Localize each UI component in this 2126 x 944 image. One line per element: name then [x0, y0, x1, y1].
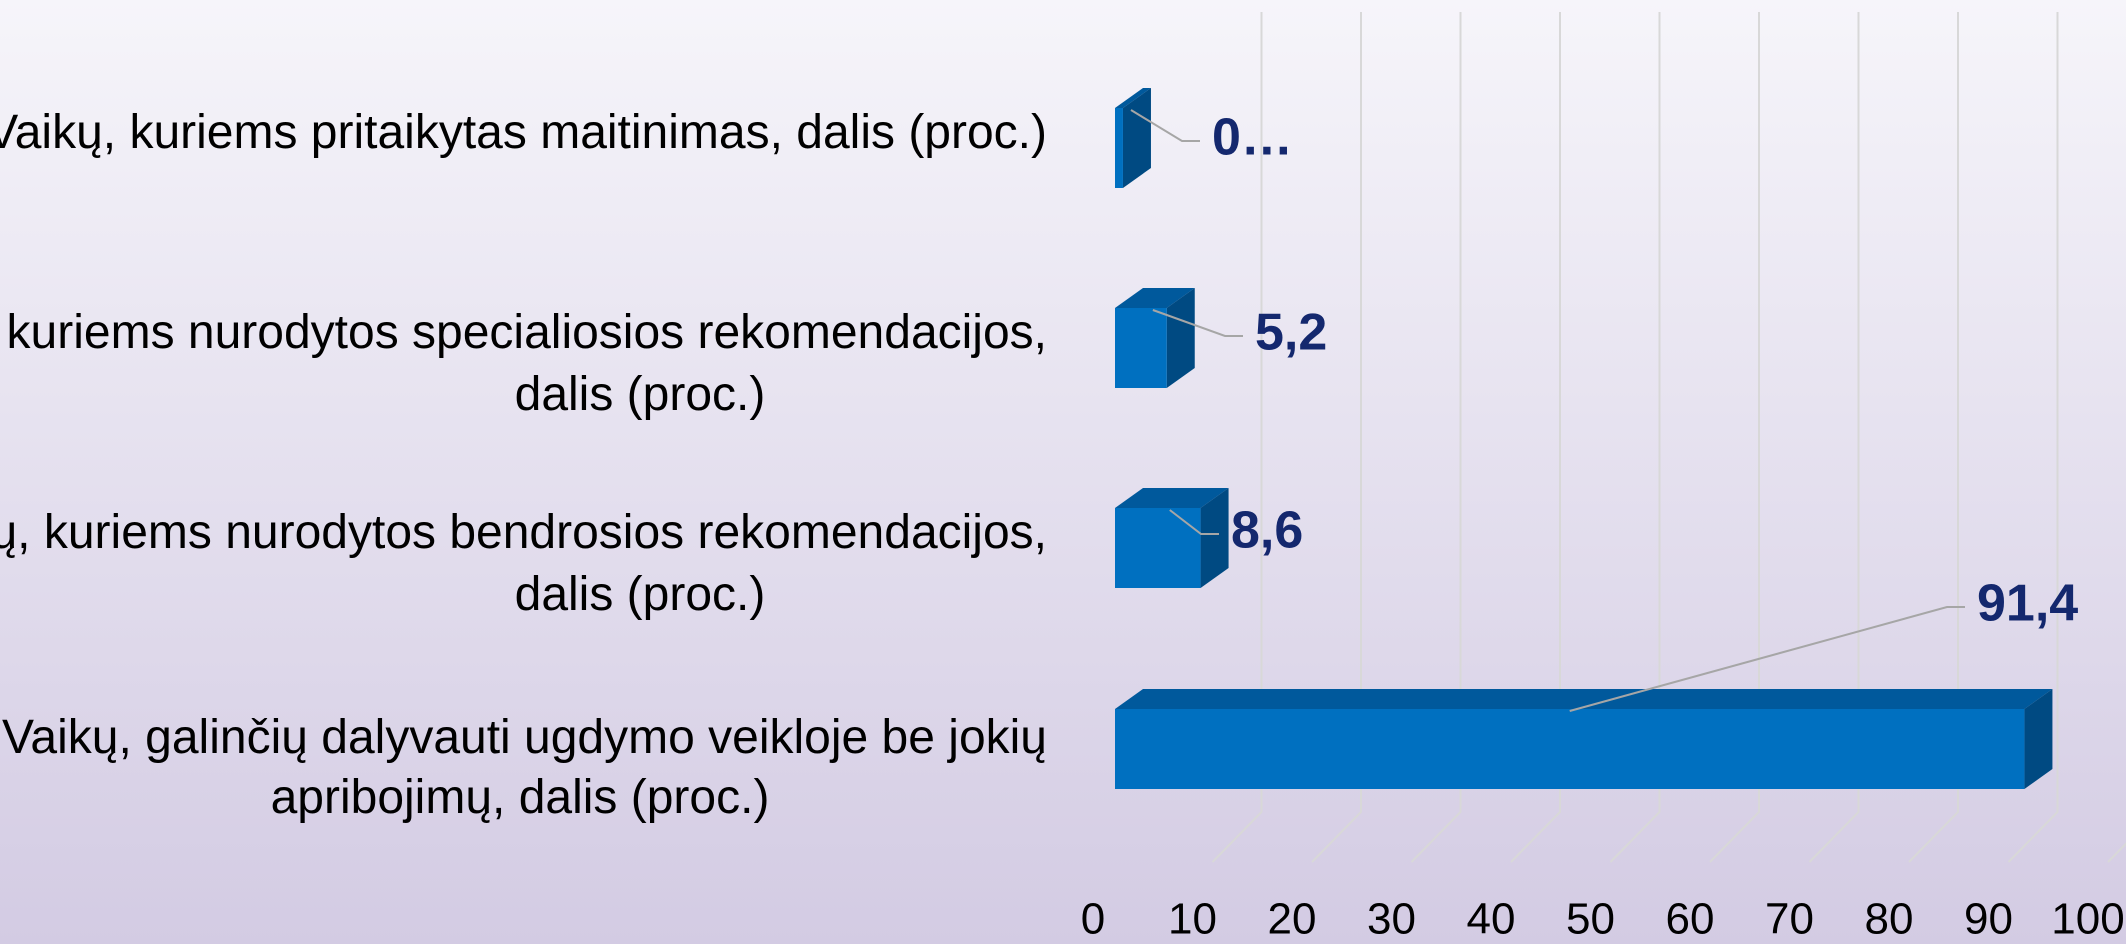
- leader-line: [1169, 509, 1219, 535]
- category-label: Vaikų, kuriems nurodytos bendrosios reko…: [0, 506, 1047, 621]
- category-label: Vaikų, galinčių dalyvauti ugdymo veikloj…: [2, 711, 1047, 824]
- x-tick-label: 40: [1467, 895, 1516, 944]
- bar-top: [1115, 88, 1151, 108]
- grid-line: [1311, 12, 1362, 863]
- x-tick-label: 100: [2051, 895, 2124, 944]
- x-tick-label: 70: [1765, 895, 1814, 944]
- leader-line: [1569, 606, 1965, 712]
- bar-top: [1115, 288, 1195, 308]
- grid-line: [1510, 12, 1561, 863]
- x-tick-label: 30: [1367, 895, 1416, 944]
- leader-line: [1152, 309, 1243, 337]
- x-tick-label: 20: [1268, 895, 1317, 944]
- grid-line: [1908, 12, 1959, 863]
- x-tick-label: 60: [1666, 895, 1715, 944]
- x-tick-label: 80: [1865, 895, 1914, 944]
- grid-line: [2007, 12, 2059, 863]
- x-tick-label: 0: [1081, 895, 1105, 944]
- grid-line: [1410, 12, 1462, 863]
- bar: [1115, 488, 1229, 588]
- value-label: 5,2: [1255, 304, 1327, 362]
- bar-side: [1166, 288, 1195, 388]
- bar-top: [1115, 488, 1229, 508]
- bar: [1115, 88, 1151, 188]
- grid-line: [1709, 12, 1760, 863]
- leader-line: [1130, 109, 1200, 142]
- grid-line: [1609, 12, 1661, 863]
- bar-side: [2024, 689, 2053, 789]
- bar: [1115, 689, 2053, 789]
- category-label: Vaikų, kuriems pritaikytas maitinimas, d…: [0, 106, 1047, 159]
- value-label: 0…: [1212, 109, 1293, 167]
- x-tick-label: 10: [1168, 895, 1217, 944]
- bar-top: [1115, 689, 2053, 709]
- x-tick-label: 50: [1566, 895, 1615, 944]
- bar-front: [1115, 108, 1123, 188]
- grid-line: [1211, 12, 1263, 863]
- value-label: 91,4: [1977, 575, 2078, 633]
- bar: [1115, 288, 1195, 388]
- bar-front: [1115, 508, 1201, 588]
- grid-line: [1808, 12, 1860, 863]
- grid-line: [2107, 842, 2126, 863]
- bar-side: [1122, 88, 1151, 188]
- category-label: Vaikų, kuriems nurodytos specialiosios r…: [0, 306, 1047, 421]
- x-tick-label: 90: [1964, 895, 2013, 944]
- bar-front: [1115, 308, 1167, 388]
- value-label: 8,6: [1231, 502, 1303, 560]
- bar-front: [1115, 709, 2025, 789]
- bar-side: [1200, 488, 1229, 588]
